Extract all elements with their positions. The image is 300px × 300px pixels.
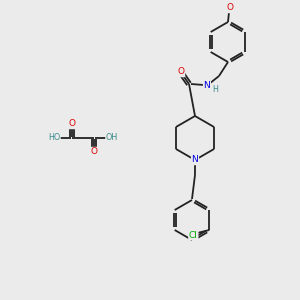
Text: O: O bbox=[226, 4, 233, 13]
Text: N: N bbox=[204, 82, 210, 91]
Text: N: N bbox=[192, 155, 198, 164]
Text: HO: HO bbox=[48, 134, 60, 142]
Text: O: O bbox=[68, 119, 76, 128]
Text: O: O bbox=[91, 148, 98, 157]
Text: OH: OH bbox=[106, 134, 118, 142]
Text: Cl: Cl bbox=[189, 230, 198, 239]
Text: O: O bbox=[178, 68, 184, 76]
Text: H: H bbox=[212, 85, 218, 94]
